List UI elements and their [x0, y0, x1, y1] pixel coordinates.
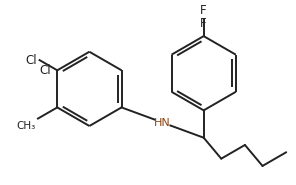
Text: Cl: Cl [40, 64, 52, 77]
Text: HN: HN [154, 117, 171, 128]
Text: CH₃: CH₃ [17, 120, 36, 130]
Text: Cl: Cl [25, 54, 37, 67]
Text: F: F [200, 4, 207, 17]
Text: F: F [200, 17, 207, 30]
